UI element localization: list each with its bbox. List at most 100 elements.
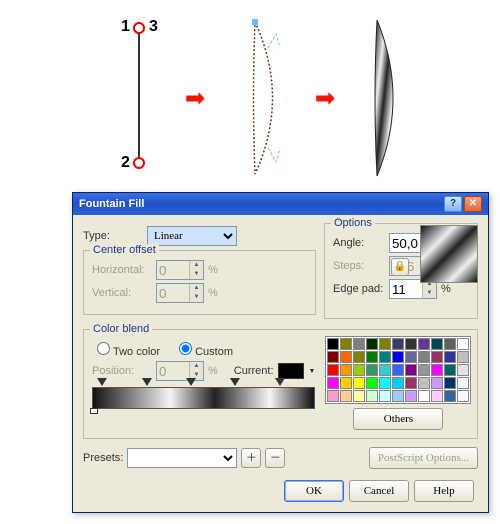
palette-color[interactable] xyxy=(379,338,391,350)
palette-color[interactable] xyxy=(379,390,391,402)
palette-color[interactable] xyxy=(457,351,469,363)
palette-color[interactable] xyxy=(353,377,365,389)
palette-color[interactable] xyxy=(444,377,456,389)
gradient-marker[interactable] xyxy=(186,378,196,386)
presets-select[interactable] xyxy=(127,448,237,468)
palette-color[interactable] xyxy=(340,377,352,389)
palette-color[interactable] xyxy=(444,338,456,350)
palette-color[interactable] xyxy=(457,338,469,350)
palette-color[interactable] xyxy=(431,338,443,350)
palette-color[interactable] xyxy=(418,338,430,350)
color-blend-group: Color blend Two color Custom Position: ▲… xyxy=(83,329,478,439)
current-label: Current: xyxy=(234,365,274,377)
horizontal-spinner: ▲▼ xyxy=(156,260,204,280)
palette-color[interactable] xyxy=(353,390,365,402)
pct: % xyxy=(441,283,451,295)
palette-color[interactable] xyxy=(457,390,469,402)
pct: % xyxy=(208,287,218,299)
palette-color[interactable] xyxy=(353,338,365,350)
dropdown-icon[interactable]: ▼ xyxy=(309,368,316,375)
color-blend-legend: Color blend xyxy=(90,323,152,335)
gradient-marker[interactable] xyxy=(142,378,152,386)
palette-color[interactable] xyxy=(353,351,365,363)
gradient-preview[interactable] xyxy=(420,225,478,283)
palette-color[interactable] xyxy=(379,377,391,389)
color-palette[interactable] xyxy=(325,336,471,404)
palette-color[interactable] xyxy=(431,351,443,363)
palette-color[interactable] xyxy=(418,377,430,389)
ok-button[interactable]: OK xyxy=(284,480,344,502)
preset-remove-button[interactable]: － xyxy=(265,448,285,468)
palette-color[interactable] xyxy=(431,390,443,402)
palette-color[interactable] xyxy=(418,351,430,363)
palette-color[interactable] xyxy=(405,377,417,389)
palette-color[interactable] xyxy=(405,364,417,376)
palette-color[interactable] xyxy=(366,364,378,376)
palette-color[interactable] xyxy=(366,351,378,363)
titlebar[interactable]: Fountain Fill ? ✕ xyxy=(73,193,488,215)
palette-color[interactable] xyxy=(392,377,404,389)
gradient-marker[interactable] xyxy=(275,378,285,386)
palette-color[interactable] xyxy=(327,351,339,363)
edgepad-label: Edge pad: xyxy=(333,283,385,295)
palette-color[interactable] xyxy=(405,390,417,402)
help-titlebar-button[interactable]: ? xyxy=(444,196,462,212)
palette-color[interactable] xyxy=(327,364,339,376)
palette-color[interactable] xyxy=(340,364,352,376)
palette-color[interactable] xyxy=(431,364,443,376)
palette-color[interactable] xyxy=(457,364,469,376)
palette-color[interactable] xyxy=(366,390,378,402)
palette-color[interactable] xyxy=(340,338,352,350)
type-select[interactable]: LinearRadialConicalSquare xyxy=(147,226,237,246)
custom-radio[interactable]: Custom xyxy=(174,339,233,358)
two-color-radio[interactable]: Two color xyxy=(92,339,160,358)
palette-color[interactable] xyxy=(340,390,352,402)
palette-color[interactable] xyxy=(366,377,378,389)
palette-color[interactable] xyxy=(379,364,391,376)
palette-color[interactable] xyxy=(405,338,417,350)
postscript-button: PostScript Options... xyxy=(369,447,478,469)
gradient-marker[interactable] xyxy=(97,378,107,386)
fountain-fill-dialog: Fountain Fill ? ✕ Type: LinearRadialConi… xyxy=(72,192,489,513)
presets-label: Presets: xyxy=(83,452,123,464)
palette-color[interactable] xyxy=(392,390,404,402)
lock-icon[interactable]: 🔒 xyxy=(391,258,409,276)
close-icon[interactable]: ✕ xyxy=(464,196,482,212)
palette-color[interactable] xyxy=(392,351,404,363)
palette-color[interactable] xyxy=(444,351,456,363)
blade-shape xyxy=(355,18,425,178)
gradient-stop[interactable] xyxy=(90,408,98,414)
palette-color[interactable] xyxy=(327,377,339,389)
palette-color[interactable] xyxy=(392,338,404,350)
center-offset-legend: Center offset xyxy=(90,244,159,256)
others-button[interactable]: Others xyxy=(353,408,443,430)
palette-color[interactable] xyxy=(444,390,456,402)
help-button[interactable]: Help xyxy=(414,480,474,502)
gradient-marker[interactable] xyxy=(230,378,240,386)
cancel-button[interactable]: Cancel xyxy=(349,480,409,502)
palette-color[interactable] xyxy=(327,390,339,402)
palette-color[interactable] xyxy=(327,338,339,350)
palette-color[interactable] xyxy=(405,351,417,363)
node-1-icon xyxy=(133,22,145,34)
palette-color[interactable] xyxy=(418,390,430,402)
curve-shape xyxy=(230,18,310,178)
steps-label: Steps: xyxy=(333,260,385,272)
palette-color[interactable] xyxy=(418,364,430,376)
palette-color[interactable] xyxy=(340,351,352,363)
palette-color[interactable] xyxy=(366,338,378,350)
current-color-swatch[interactable] xyxy=(278,363,304,379)
label-2: 2 xyxy=(121,154,130,172)
palette-color[interactable] xyxy=(353,364,365,376)
type-label: Type: xyxy=(83,230,143,242)
palette-color[interactable] xyxy=(379,351,391,363)
palette-color[interactable] xyxy=(444,364,456,376)
options-legend: Options xyxy=(331,217,375,229)
preset-add-button[interactable]: ＋ xyxy=(241,448,261,468)
gradient-editor[interactable] xyxy=(92,387,315,409)
palette-color[interactable] xyxy=(431,377,443,389)
pct: % xyxy=(208,365,218,377)
pct: % xyxy=(208,264,218,276)
palette-color[interactable] xyxy=(457,377,469,389)
palette-color[interactable] xyxy=(392,364,404,376)
